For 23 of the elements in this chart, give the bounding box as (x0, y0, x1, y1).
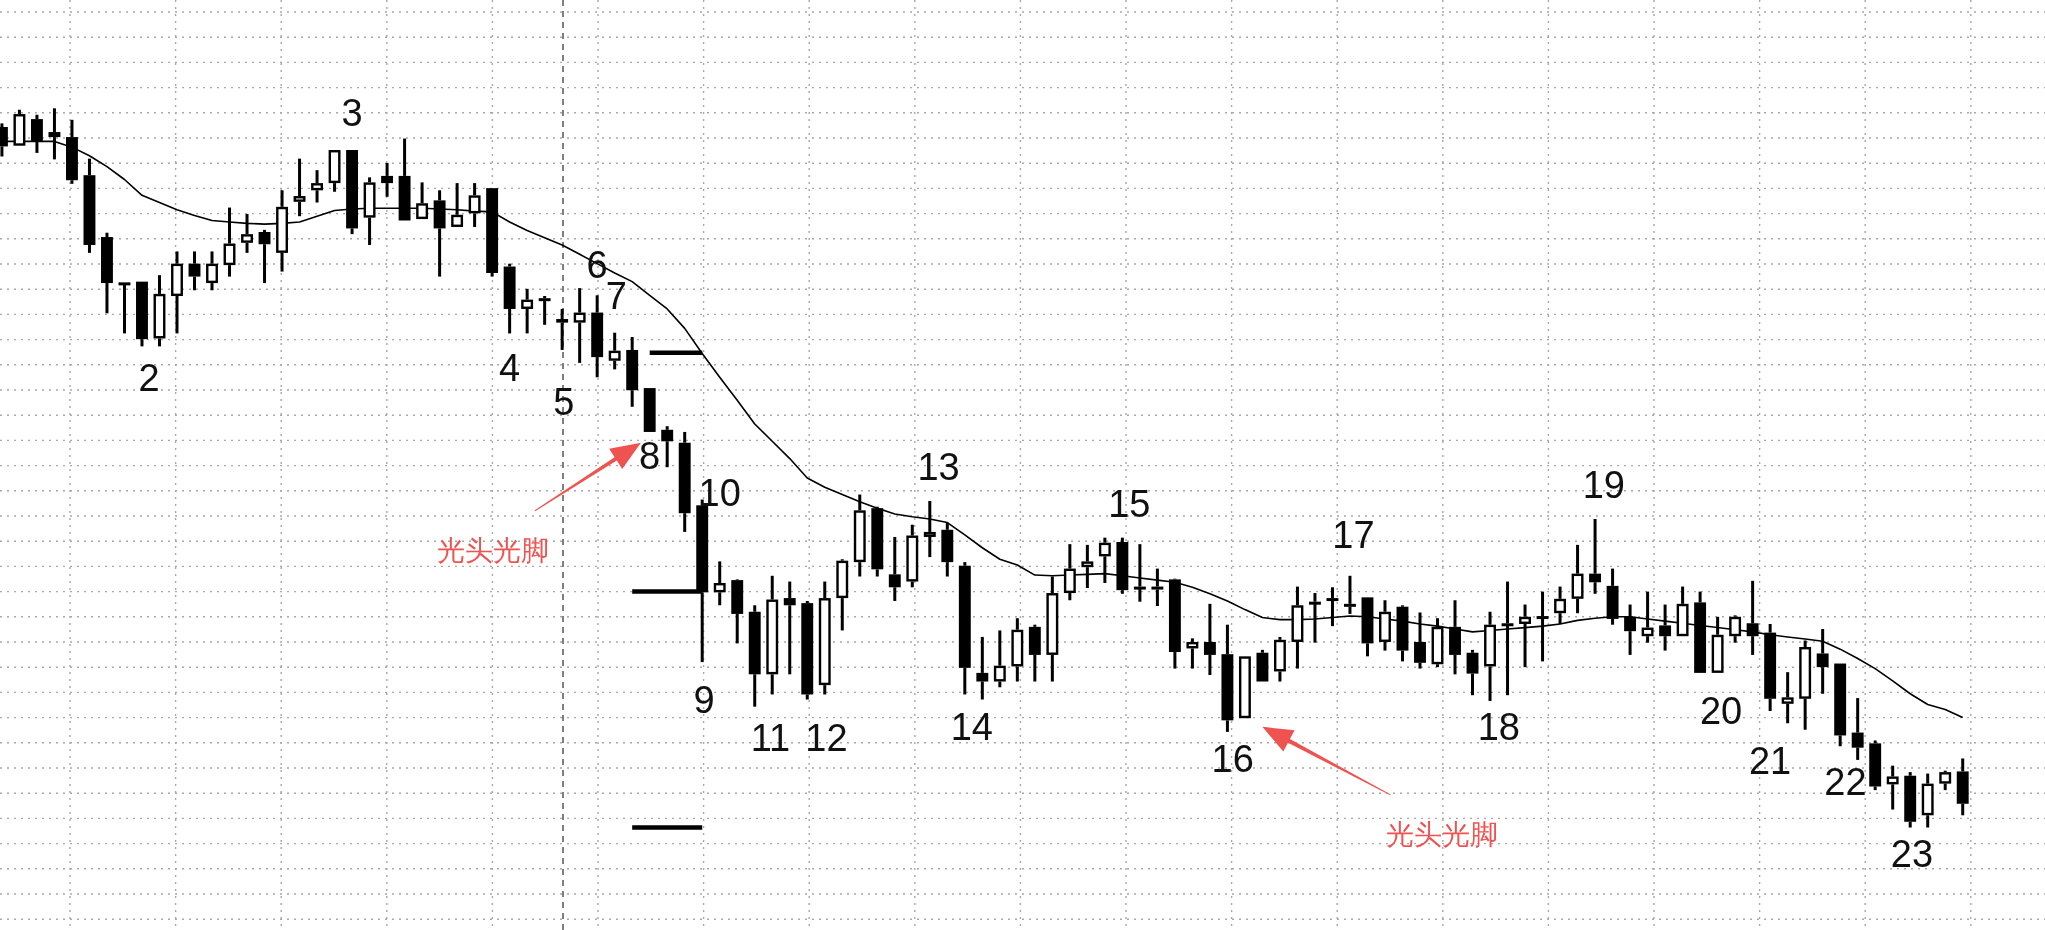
annotation: 光头光脚 (1386, 819, 1499, 851)
annotation: 2 (138, 357, 160, 400)
annotation: 10 (698, 472, 741, 515)
annotation: 光头光脚 (436, 535, 549, 567)
text: 23 (1890, 833, 1934, 876)
annotation: 21 (1749, 739, 1792, 782)
annotation: 8 (639, 435, 661, 478)
annotation: 11 (750, 717, 791, 760)
annotation: 20 (1699, 690, 1743, 732)
annotation: 17 (1332, 513, 1375, 556)
annotation: 16 (1211, 738, 1254, 781)
annotation: 12 (805, 717, 848, 760)
annotation: 18 (1477, 705, 1520, 748)
annotation: 4 (499, 346, 521, 389)
annotation: 14 (950, 705, 993, 748)
annotation: 19 (1582, 464, 1625, 507)
annotation: 3 (341, 92, 363, 135)
annotation: 13 (917, 446, 960, 489)
annotation: 9 (693, 679, 715, 722)
annotation: 22 (1824, 761, 1867, 804)
annotation: 7 (605, 275, 627, 318)
annotation: 15 (1108, 482, 1151, 525)
annotation: 5 (553, 380, 575, 423)
